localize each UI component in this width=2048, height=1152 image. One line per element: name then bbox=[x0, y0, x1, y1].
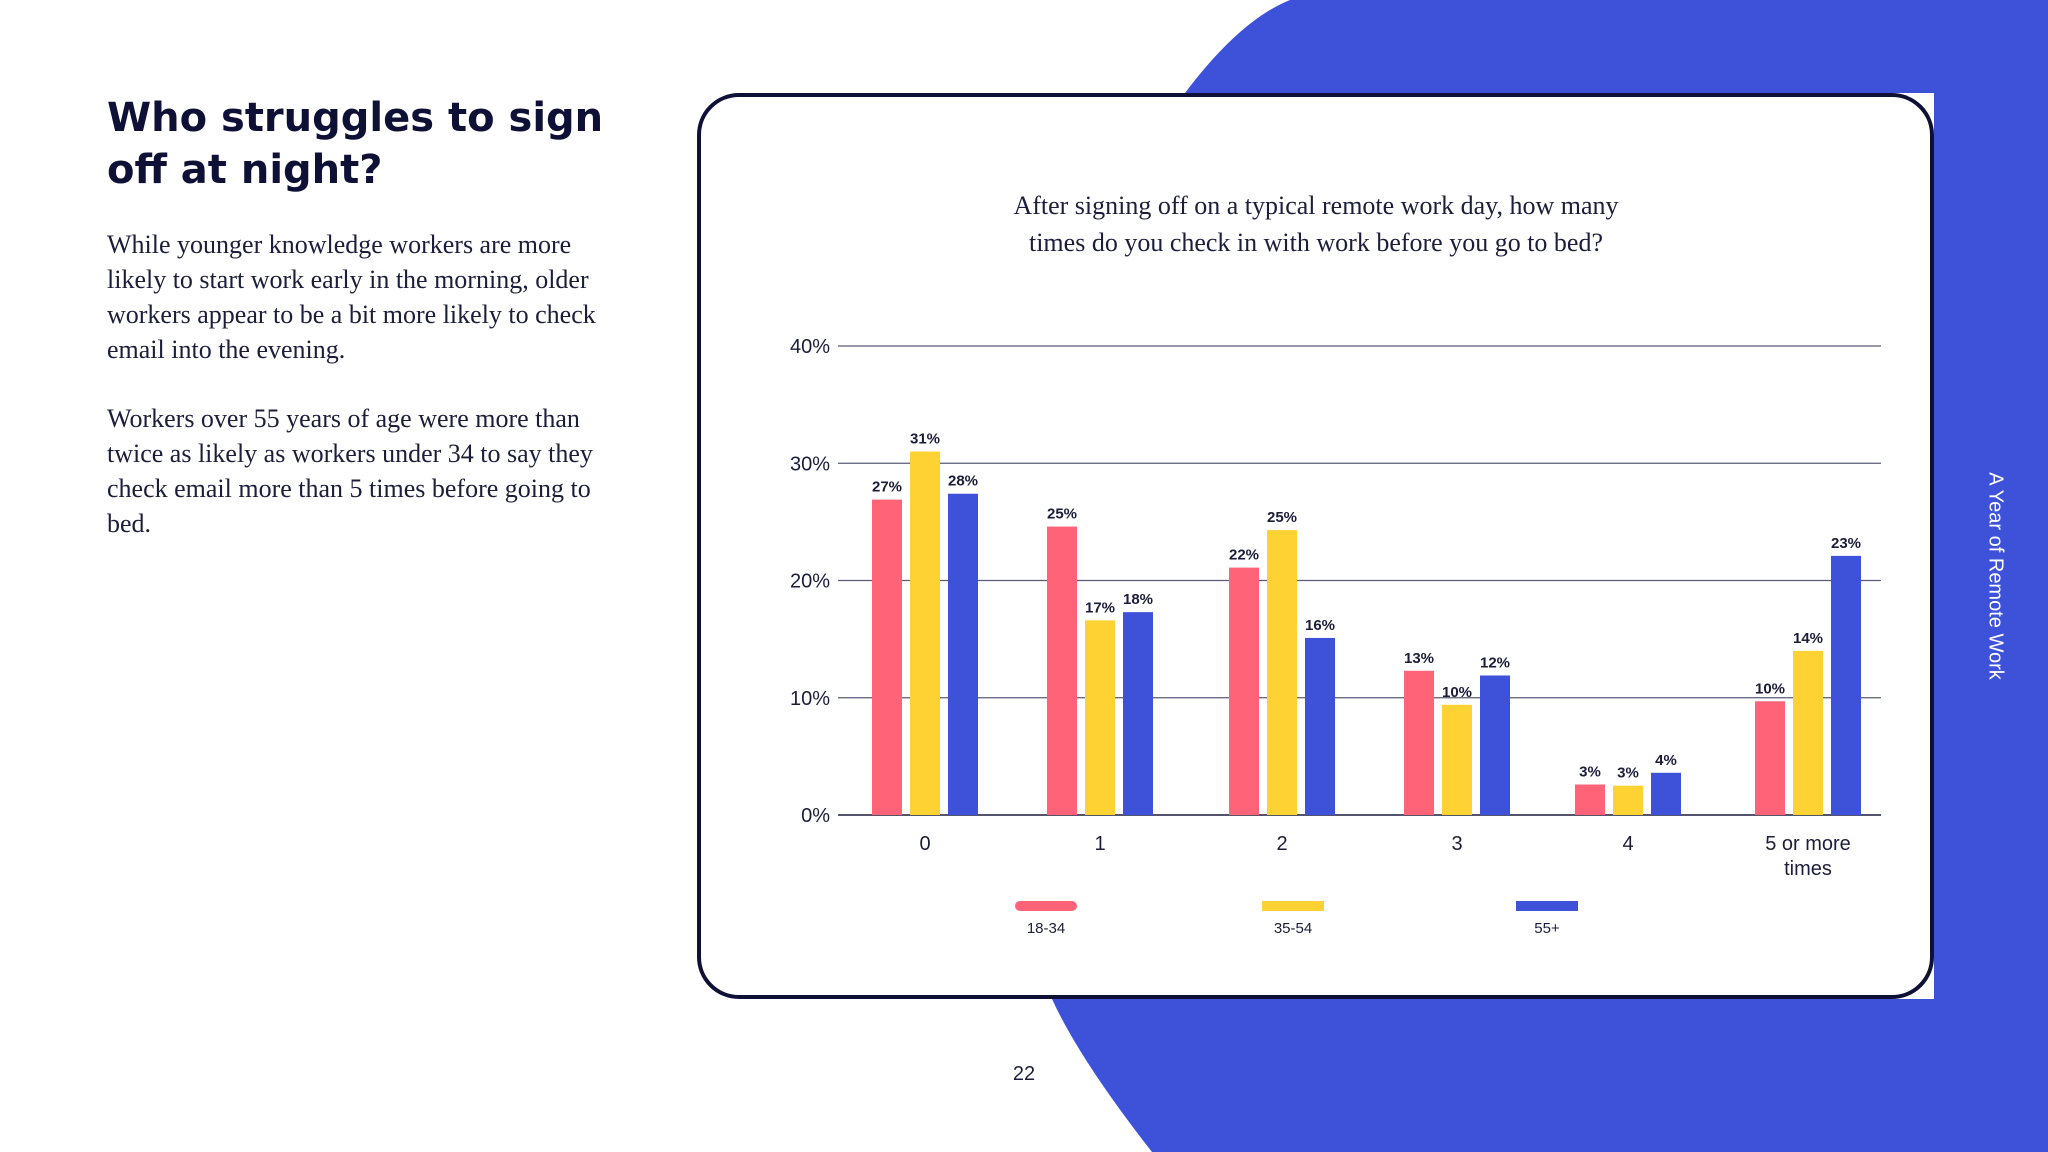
page-headline: Who struggles to sign off at night? bbox=[107, 95, 604, 193]
blue-circle-shape bbox=[1052, 0, 2048, 1152]
report-side-title: A Year of Remote Work bbox=[1984, 472, 2007, 680]
page-number: 22 bbox=[1012, 1063, 1036, 1085]
finding-paragraph: Workers over 55 years of age were more t… bbox=[107, 404, 593, 538]
chart-card bbox=[697, 93, 1934, 999]
intro-paragraph: While younger knowledge workers are more… bbox=[107, 230, 596, 364]
